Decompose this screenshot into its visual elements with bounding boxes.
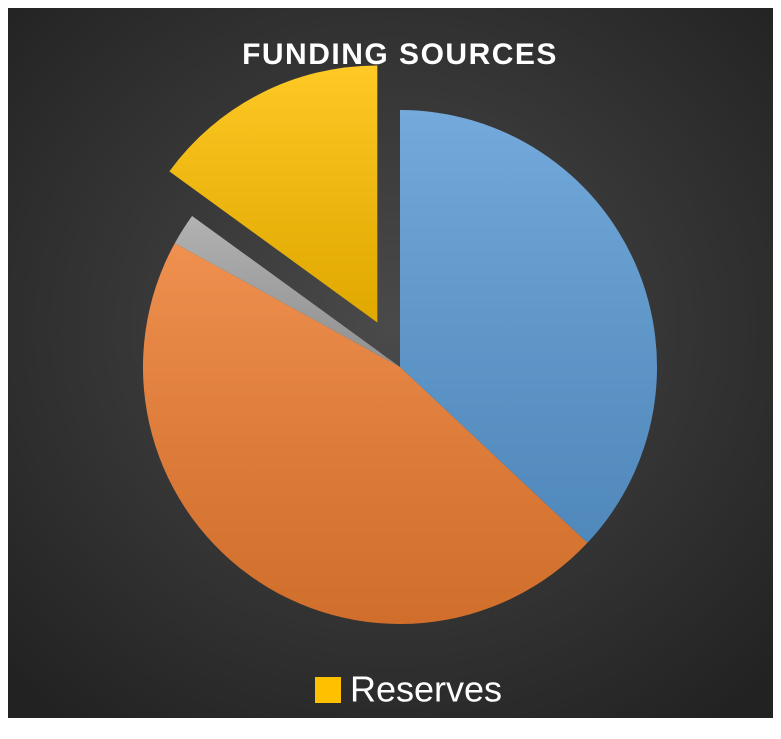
pie bbox=[143, 65, 657, 624]
legend-label: Reserves bbox=[350, 669, 502, 710]
slice-shading bbox=[174, 215, 400, 367]
legend-swatch bbox=[315, 677, 341, 703]
chart-title: FUNDING SOURCES bbox=[242, 38, 558, 71]
slice-shading bbox=[169, 65, 378, 323]
slice-shading bbox=[400, 110, 657, 543]
legend: Reserves bbox=[315, 669, 502, 710]
slice-shading bbox=[143, 243, 588, 624]
